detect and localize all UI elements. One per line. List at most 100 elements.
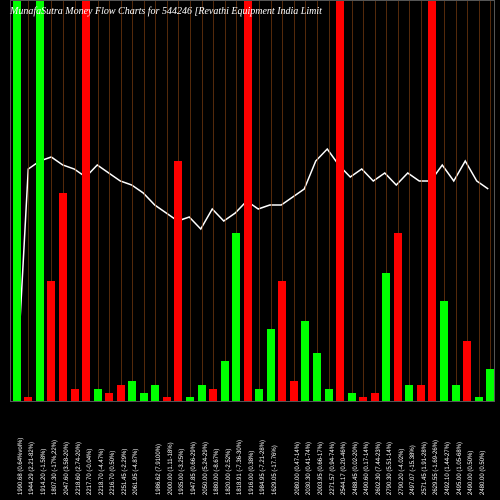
bar [371,393,379,401]
x-axis-label: 2490.00 (0.50%) [468,451,474,495]
bar [452,385,460,401]
bar [486,369,494,401]
x-axis-label: 2000.00 (1.11-18%) [168,442,174,495]
bar [117,385,125,401]
x-axis-label: 1935.00 (-3.25%) [179,449,185,495]
x-axis-label: 2218.70 (-4.47%) [99,449,105,495]
x-axis-label: 2003.95 (0.66-17%) [318,442,324,495]
x-axis-label: 2061.95 (-4.87%) [133,449,139,495]
grid-line [167,1,168,401]
bar [405,385,413,401]
x-axis-label: 2790.30 (5.51-14%) [387,442,393,495]
x-axis-label: 2544.17 (0.20-46%) [341,442,347,495]
bar [313,353,321,401]
x-axis-label: 1916.00 (0.38%) [249,451,255,495]
grid-line [132,1,133,401]
bar [359,397,367,401]
bar [36,1,44,401]
bar [267,329,275,401]
x-axis-label: 1944.29 (2.21-82%) [29,442,35,495]
x-axis-label: 2216.70 (0.50%) [110,451,116,495]
grid-line [329,1,330,401]
x-axis-label: 1880.00 (-8.67%) [214,449,220,495]
x-axis-label: 2497.07 (-15.38%) [410,445,416,495]
chart-container: MunafaSutra Money Flow Charts for 544246… [0,0,500,500]
grid-line [155,1,156,401]
grid-line [409,1,410,401]
grid-line [421,1,422,401]
x-axis-label: 2629.55 (-1.69-26%) [433,440,439,495]
bar [463,341,471,401]
x-axis-label: 2490.60 (0.17-14%) [364,442,370,495]
chart-title: MunafaSutra Money Flow Charts for 544246… [10,6,322,17]
bar [71,389,79,401]
x-axis-label: 2030.30 (0.41-74%) [306,442,312,495]
bar [336,1,344,401]
bar [475,397,483,401]
x-axis-label: 2271.57 (0.94-74%) [330,442,336,495]
bar [428,1,436,401]
bar [47,281,55,401]
x-axis-label: 1984.95 (-7.21-28%) [260,440,266,495]
bar [394,233,402,401]
plot-area [10,0,495,402]
grid-line [363,1,364,401]
grid-line [144,1,145,401]
bar [278,281,286,401]
grid-line [317,1,318,401]
x-axis-label: 1947.85 (0.66-29%) [191,442,197,495]
grid-line [109,1,110,401]
grid-line [225,1,226,401]
bar [209,389,217,401]
bar [94,389,102,401]
x-axis-label: 1629.05 (-17.76%) [272,445,278,495]
grid-line [213,1,214,401]
grid-line [28,1,29,401]
grid-line [490,1,491,401]
bar [151,385,159,401]
bar [221,361,229,401]
x-axis-label: 1807.30 (-17%,22%) [52,440,58,495]
bar [232,233,240,401]
bar [163,397,171,401]
grid-line [98,1,99,401]
x-axis-label: 1914.20 (-1.58%) [41,449,47,495]
x-axis-label: 2080.00 (0.47-14%) [295,442,301,495]
grid-line [75,1,76,401]
bar [255,389,263,401]
bar [382,273,390,401]
bar [440,301,448,401]
bar [417,385,425,401]
bar [290,381,298,401]
x-axis-label: 2218.60 (2.74-20%) [76,442,82,495]
x-axis-label: 2217.70 (-0.04%) [87,449,93,495]
x-axis-label: 2571.45 (1.91-28%) [422,442,428,495]
grid-line [121,1,122,401]
bar [244,1,252,401]
bar [186,397,194,401]
bar [325,389,333,401]
grid-line [352,1,353,401]
x-axis-label: 2790.20 (-4.02%) [399,449,405,495]
x-axis-label: 1820.00 (-2.52%) [226,449,232,495]
bar [140,393,148,401]
bar [24,397,32,401]
x-axis-label: 2047.60 (3.58-20%) [64,442,70,495]
bar [82,1,90,401]
bar [59,193,67,401]
x-axis-label: 2251.45 (-2.29%) [122,449,128,495]
bar [128,381,136,401]
grid-line [202,1,203,401]
bar [13,1,21,401]
bar [301,321,309,401]
bar [105,393,113,401]
x-axis-label: 2492.10 (1.44-27%) [445,442,451,495]
bar [174,161,182,401]
x-axis-label: 1818.91 (-7.36-30%) [237,440,243,495]
x-axis-label: 2480.00 (0.50%) [480,451,486,495]
x-axis-label: 2488.45 (0.02-20%) [353,442,359,495]
grid-line [479,1,480,401]
grid-line [294,1,295,401]
grid-line [456,1,457,401]
x-axis-label: 2495.00 (1.05-68%) [457,442,463,495]
